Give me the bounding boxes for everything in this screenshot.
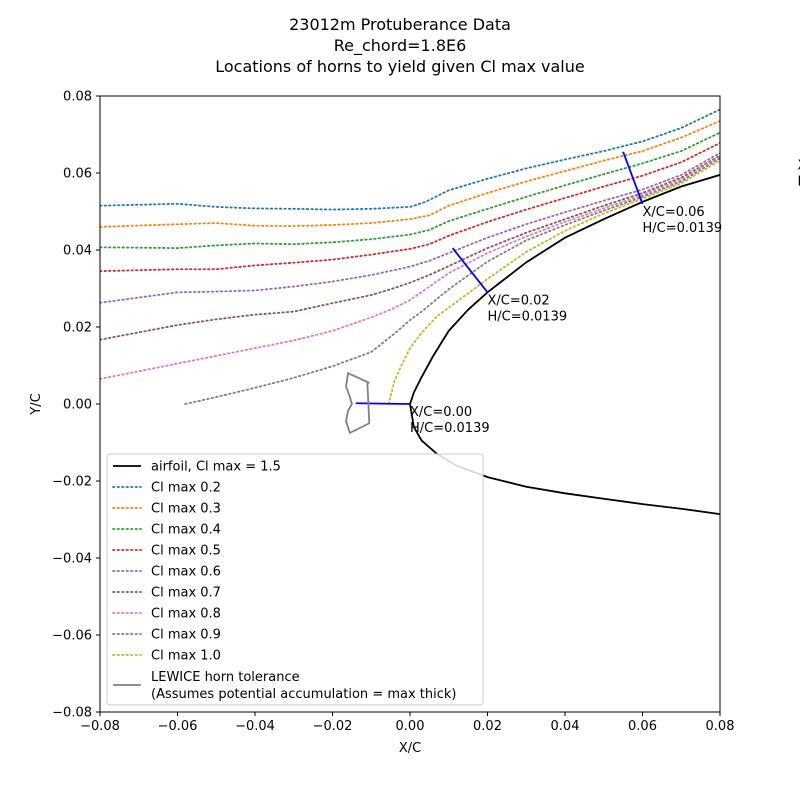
x-tick-label: 0.00 — [396, 719, 425, 734]
annotations: X/C=0.00 H/C=0.0139 X/C=0.02 H/C=0.0139 X/C=… — [410, 159, 800, 436]
legend-label-tolerance-note: (Assumes potential accumulation = max th… — [151, 687, 456, 702]
y-tick-label: −0.02 — [52, 475, 92, 490]
legend-label-9: Cl max 1.0 — [151, 649, 221, 664]
chart-title: 23012m Protuberance Data Re_chord=1.8E6 … — [215, 15, 584, 76]
y-tick-label: 0.00 — [63, 398, 92, 413]
series-line-3 — [100, 142, 720, 273]
horn-line-2 — [622, 151, 644, 205]
legend-label-0: airfoil, Cl max = 1.5 — [151, 460, 281, 475]
y-tick-label: 0.06 — [63, 167, 92, 182]
title-line-3: Locations of horns to yield given Cl max… — [215, 57, 584, 76]
x-tick-label: 0.02 — [473, 719, 502, 734]
y-tick-label: −0.04 — [52, 552, 92, 567]
y-tick-label: 0.02 — [63, 321, 92, 336]
legend-label-5: Cl max 0.6 — [151, 565, 221, 580]
x-tick-label: −0.02 — [313, 719, 353, 734]
x-axis-label: X/C — [399, 741, 421, 756]
x-axis: −0.08 −0.06 −0.04 −0.02 0.00 0.02 0.04 0.06 0.08 — [80, 712, 734, 734]
legend-label-6: Cl max 0.7 — [151, 586, 221, 601]
x-tick-label: 0.06 — [628, 719, 657, 734]
horn-line-0 — [355, 402, 411, 405]
title-line-1: 23012m Protuberance Data — [289, 15, 511, 34]
legend-label-2: Cl max 0.3 — [151, 502, 221, 517]
y-tick-label: 0.04 — [63, 244, 92, 259]
series-line-5 — [100, 154, 720, 341]
series-line-0 — [100, 108, 720, 211]
y-tick-label: −0.06 — [52, 629, 92, 644]
legend-label-7: Cl max 0.8 — [151, 607, 221, 622]
y-tick-label: 0.08 — [63, 90, 92, 105]
annotation-label-1: X/C=0.02 H/C=0.0139 — [488, 293, 568, 324]
y-axis: −0.08 −0.06 −0.04 −0.02 0.00 0.02 0.04 0.06 0.08 — [52, 90, 100, 721]
legend-label-1: Cl max 0.2 — [151, 481, 221, 496]
x-tick-label: 0.04 — [551, 719, 580, 734]
x-tick-label: 0.08 — [706, 719, 735, 734]
title-line-2: Re_chord=1.8E6 — [334, 36, 467, 56]
y-tick-label: −0.08 — [52, 706, 92, 721]
x-tick-label: −0.04 — [235, 719, 275, 734]
airfoil-line — [409, 174, 720, 516]
series-line-4 — [100, 152, 720, 304]
annotation-label-0: X/C=0.00 H/C=0.0139 — [410, 405, 490, 436]
series-line-6 — [100, 155, 720, 380]
series-line-2 — [100, 131, 720, 249]
y-axis-label: Y/C — [29, 393, 44, 415]
legend: airfoil, Cl max = 1.5 Cl max 0.2 Cl max 0.… — [106, 453, 484, 706]
legend-label-4: Cl max 0.5 — [151, 544, 221, 559]
legend-label-tolerance: LEWICE horn tolerance — [151, 670, 300, 685]
horn-line-1 — [451, 247, 489, 293]
series-line-8 — [387, 159, 720, 405]
x-tick-label: −0.06 — [158, 719, 198, 734]
tolerance-shape — [345, 371, 371, 435]
legend-box — [106, 453, 484, 706]
x-tick-label: −0.08 — [80, 719, 120, 734]
annotation-label-2: X/C=0.06 H/C=0.0139 — [643, 205, 723, 236]
series-line-1 — [100, 120, 720, 228]
plot-lines — [100, 108, 720, 516]
legend-label-8: Cl max 0.9 — [151, 628, 221, 643]
annotation-label-3: X/CH/C — [798, 159, 800, 190]
legend-label-3: Cl max 0.4 — [151, 523, 221, 538]
series-line-7 — [184, 157, 720, 405]
